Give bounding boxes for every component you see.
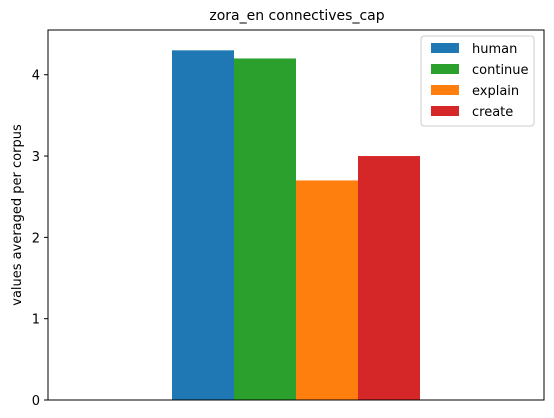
legend-label-human: human	[472, 42, 517, 57]
legend-label-continue: continue	[472, 63, 529, 78]
plot-area: 0 1 2 3 4 human continue explain create	[32, 29, 545, 409]
bar-create	[358, 156, 420, 400]
y-tick-label: 4	[32, 69, 40, 84]
axes-frame	[47, 29, 545, 401]
legend-label-create: create	[472, 105, 513, 120]
bar-human	[172, 50, 234, 400]
legend-label-explain: explain	[472, 84, 519, 99]
legend-swatch-create	[431, 106, 459, 116]
chart-title: zora_en connectives_cap	[209, 8, 384, 24]
y-tick-label: 2	[32, 231, 40, 246]
bar-explain	[296, 180, 358, 400]
y-tick-label: 3	[32, 150, 40, 165]
legend-swatch-continue	[431, 64, 459, 74]
legend-swatch-human	[431, 43, 459, 53]
legend-swatch-explain	[431, 85, 459, 95]
y-tick-label: 1	[32, 313, 40, 328]
legend-box	[420, 35, 535, 127]
y-tick-label: 0	[32, 394, 40, 409]
legend: human continue explain create	[420, 35, 535, 127]
bar-continue	[234, 58, 296, 400]
y-axis-label: values averaged per corpus	[10, 124, 25, 306]
